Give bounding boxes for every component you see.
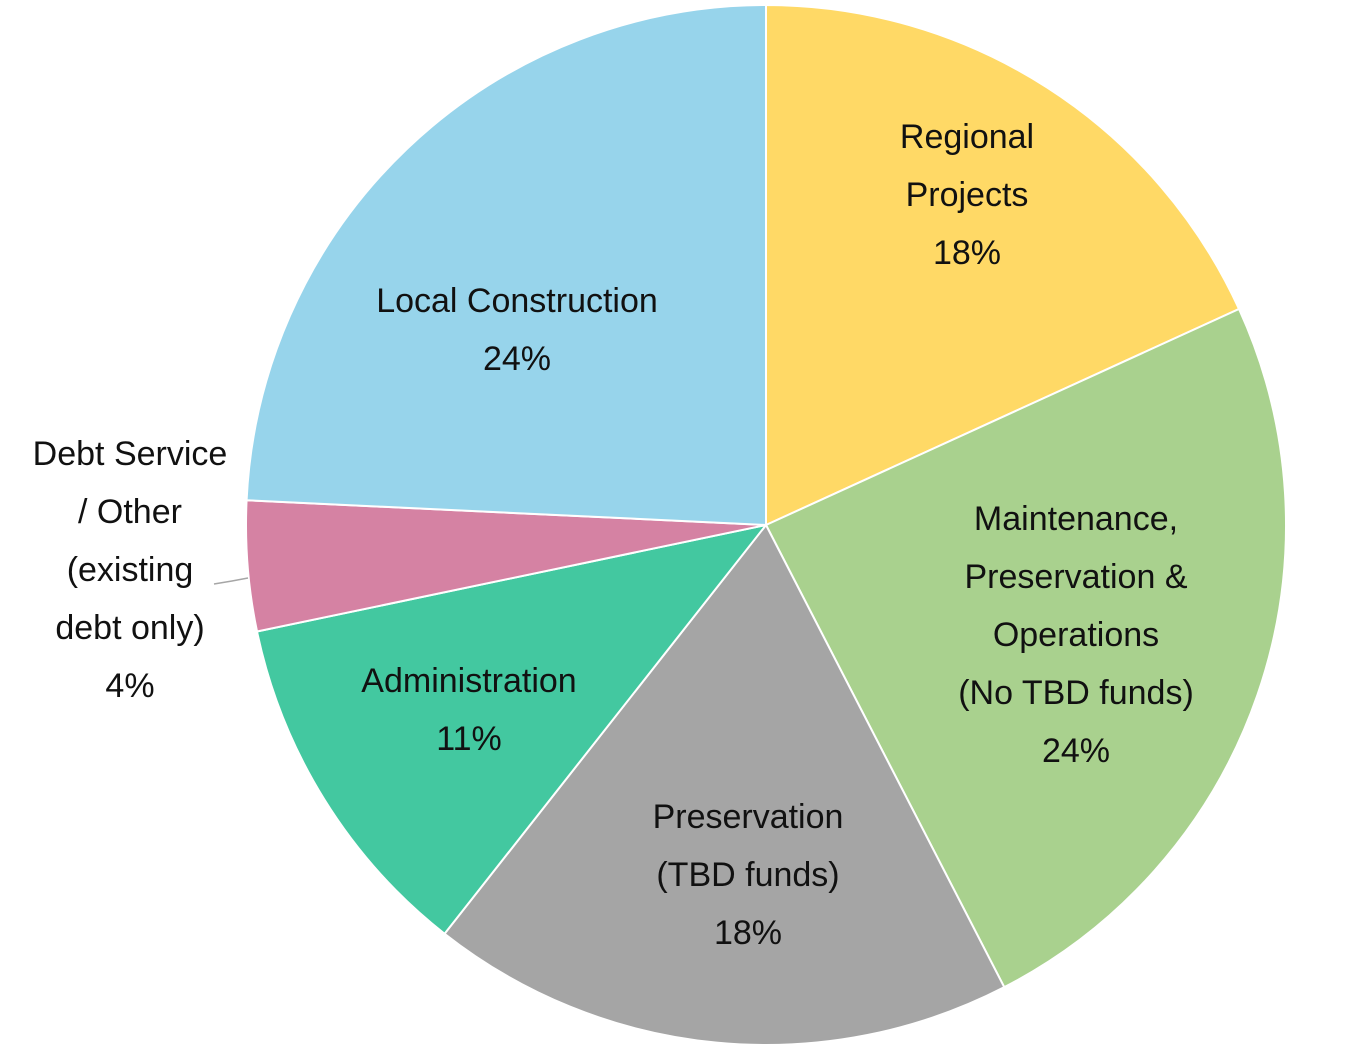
category-label: Maintenance, Preservation & Operations (… — [958, 500, 1194, 712]
slice-label: Preservation (TBD funds) 18% — [653, 788, 844, 962]
pie-slice — [443, 523, 1006, 1046]
pie-slice — [764, 307, 1287, 989]
slice-label: Regional Projects 18% — [900, 108, 1034, 282]
pie-slice — [765, 3, 1241, 527]
value-label: 11% — [436, 720, 502, 758]
category-label: Debt Service / Other (existing debt only… — [32, 435, 228, 647]
slice-label: Administration 11% — [361, 652, 576, 768]
value-label: 24% — [1041, 732, 1111, 770]
value-label: 18% — [713, 914, 783, 952]
value-label: 18% — [932, 234, 1002, 272]
value-label: 4% — [105, 667, 155, 705]
leader-line — [213, 577, 249, 585]
category-label: Regional Projects — [899, 118, 1035, 214]
slices — [245, 3, 1287, 1046]
slice-label: Debt Service / Other (existing debt only… — [33, 425, 228, 715]
slice-label: Maintenance, Preservation & Operations (… — [929, 490, 1223, 780]
pie-slice — [255, 523, 769, 936]
category-label: Preservation (TBD funds) — [652, 798, 844, 894]
slice-label: Local Construction 24% — [376, 272, 658, 388]
category-label: Administration — [361, 662, 577, 700]
category-label: Local Construction — [376, 282, 658, 320]
value-label: 24% — [482, 340, 552, 378]
pie-slice — [245, 3, 767, 527]
